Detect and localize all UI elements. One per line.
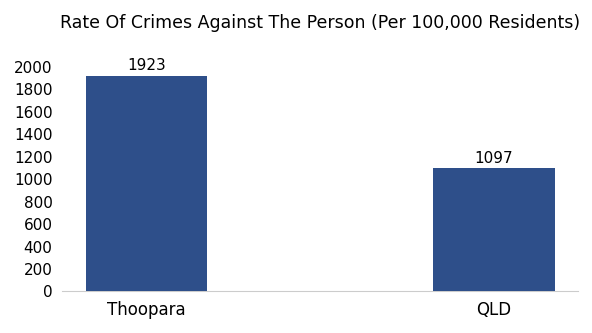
Bar bbox=[86, 76, 207, 291]
Text: 1097: 1097 bbox=[475, 151, 513, 166]
Title: Rate Of Crimes Against The Person (Per 100,000 Residents): Rate Of Crimes Against The Person (Per 1… bbox=[60, 14, 580, 32]
Text: 1923: 1923 bbox=[127, 58, 166, 73]
Bar bbox=[433, 168, 555, 291]
